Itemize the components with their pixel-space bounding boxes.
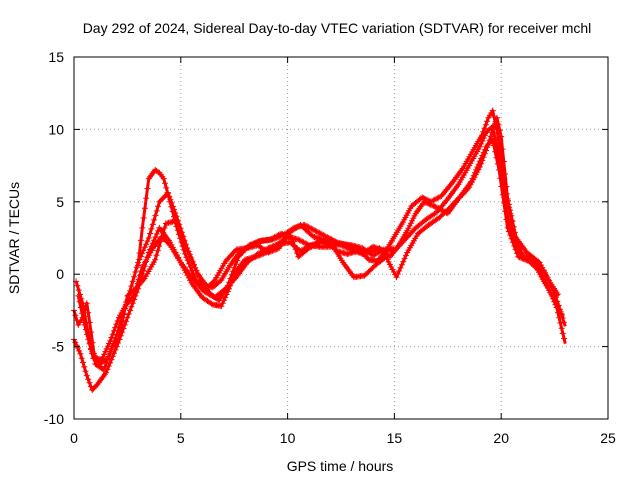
y-tick-label: 5	[56, 194, 64, 210]
x-tick-label: 0	[70, 430, 78, 446]
x-tick-label: 25	[600, 430, 616, 446]
x-tick-label: 5	[177, 430, 185, 446]
x-tick-label: 10	[280, 430, 296, 446]
y-tick-label: -5	[52, 339, 65, 355]
x-axis-label: GPS time / hours	[287, 458, 394, 474]
y-tick-label: -10	[44, 411, 64, 427]
x-tick-label: 20	[493, 430, 509, 446]
data-series	[71, 107, 568, 393]
y-tick-label: 0	[56, 266, 64, 282]
chart-title: Day 292 of 2024, Sidereal Day-to-day VTE…	[83, 20, 592, 36]
series-track-e	[71, 217, 397, 373]
axes: 0 5 10 15 20 25 -10 -5 0 5 10 15	[44, 49, 616, 446]
y-tick-label: 15	[48, 49, 64, 65]
y-tick-label: 10	[48, 121, 64, 137]
x-tick-label: 15	[387, 430, 403, 446]
plot-border	[73, 56, 609, 420]
y-axis-label: SDTVAR / TECUs	[6, 182, 22, 294]
